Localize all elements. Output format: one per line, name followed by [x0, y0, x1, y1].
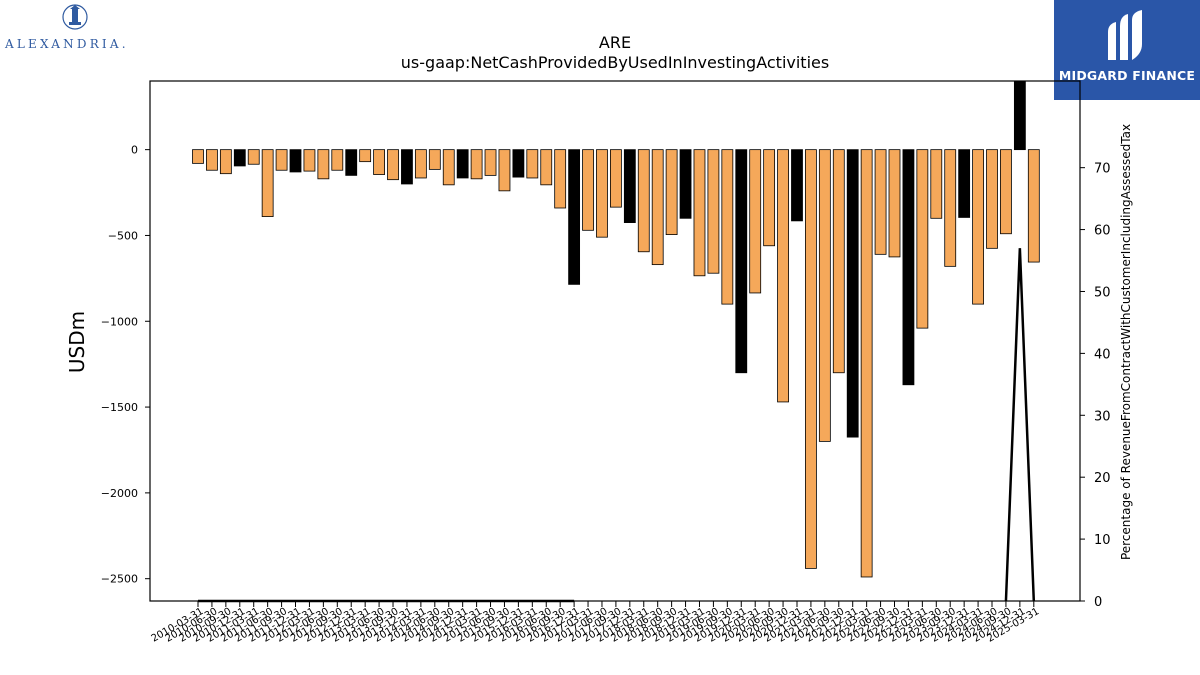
- bar-2015-06-30: [484, 149, 497, 176]
- bar-2021-06-30: [818, 149, 831, 442]
- bar-2013-12-31: [401, 149, 413, 185]
- bar-2012-09-30: [331, 149, 344, 171]
- bar-2025-03-31: [1027, 149, 1040, 263]
- alexandria-logo: ALEXANDRIA.: [0, 0, 150, 60]
- bar-2022-12-31: [902, 149, 915, 386]
- bar-2019-09-30: [721, 149, 734, 305]
- bar-series: [192, 80, 1040, 578]
- bar-2024-09-30: [1000, 149, 1012, 235]
- bar-2010-12-31: [233, 149, 246, 167]
- bar-2016-06-30: [540, 149, 553, 186]
- y2-tick-label: 70: [1094, 162, 1111, 177]
- bar-2011-12-31: [289, 149, 302, 173]
- bar-2014-03-31: [414, 149, 427, 179]
- y2-tick-label: 60: [1094, 224, 1111, 239]
- y-tick-label: −500: [108, 229, 138, 242]
- bar-2024-12-31: [1013, 80, 1026, 151]
- bar-2018-09-30: [665, 149, 678, 235]
- bar-2010-09-30: [219, 149, 232, 175]
- y2-tick-label: 10: [1094, 533, 1111, 548]
- bar-2014-06-30: [428, 149, 441, 170]
- bar-2016-12-31: [568, 149, 581, 285]
- bar-2020-06-30: [763, 149, 776, 247]
- bar-2024-03-31: [972, 149, 984, 305]
- bar-2012-03-31: [303, 149, 316, 172]
- bar-2023-06-30: [930, 149, 943, 219]
- bar-2023-12-31: [958, 149, 971, 218]
- y-tick-label: −1500: [101, 401, 138, 414]
- y2-tick-label: 30: [1094, 409, 1111, 424]
- bar-2023-09-30: [944, 149, 957, 267]
- chart-title: ARE: [599, 33, 631, 52]
- bar-2022-03-31: [860, 149, 873, 578]
- bar-2017-03-31: [582, 149, 594, 231]
- bar-2018-12-31: [679, 149, 692, 219]
- bar-2011-09-30: [275, 149, 288, 171]
- bar-2015-12-31: [512, 149, 525, 178]
- bar-2023-03-31: [916, 149, 929, 329]
- bar-2021-12-31: [846, 149, 859, 438]
- y2-tick-label: 20: [1094, 471, 1111, 486]
- axes: 0 −500 −1000 −1500 −2000 −2500 0 10 20 30 40 50 60 70…: [101, 80, 1111, 645]
- bar-2016-09-30: [554, 149, 567, 209]
- alexandria-wordmark: ALEXANDRIA.: [5, 37, 129, 51]
- plot-frame: [149, 80, 1081, 602]
- y2-tick-label: 0: [1094, 595, 1102, 610]
- bar-2011-03-31: [247, 149, 260, 165]
- bar-2013-06-30: [373, 149, 385, 175]
- bar-2017-12-31: [623, 149, 636, 223]
- bar-2013-09-30: [387, 149, 399, 181]
- bar-2015-09-30: [498, 149, 511, 192]
- bar-2020-03-31: [749, 149, 762, 294]
- bar-2022-09-30: [888, 149, 901, 258]
- midgard-mark-icon: [1108, 10, 1142, 60]
- bar-2017-09-30: [610, 149, 622, 208]
- bar-2014-09-30: [442, 149, 455, 186]
- bar-2010-03-31: [192, 149, 204, 164]
- bar-2014-12-31: [456, 149, 469, 179]
- y-tick-label: −2500: [101, 573, 138, 586]
- midgard-wordmark: MIDGARD FINANCE: [1058, 68, 1196, 83]
- y-tick-label: −1000: [101, 315, 138, 328]
- bar-2019-03-31: [693, 149, 706, 277]
- percentage-line-segment: [1004, 248, 1036, 602]
- bar-2019-12-31: [735, 149, 748, 374]
- chart-subtitle: us-gaap:NetCashProvidedByUsedInInvesting…: [401, 53, 829, 72]
- bar-2015-03-31: [470, 149, 483, 180]
- bar-2022-06-30: [874, 149, 887, 255]
- y2-tick-label: 40: [1094, 347, 1111, 362]
- bar-2016-03-31: [526, 149, 539, 179]
- bar-2020-12-31: [791, 149, 803, 222]
- y-tick-label: 0: [131, 144, 138, 157]
- y-axis-label: USDm: [65, 311, 89, 373]
- bar-2010-06-30: [206, 149, 218, 171]
- y-tick-label: −2000: [101, 487, 138, 500]
- lighthouse-icon: [62, 4, 88, 30]
- bar-2012-06-30: [317, 149, 330, 180]
- bar-2018-06-30: [651, 149, 664, 266]
- bar-2020-09-30: [777, 149, 789, 403]
- midgard-finance-logo: MIDGARD FINANCE: [1054, 0, 1200, 100]
- bar-2013-03-31: [359, 149, 372, 163]
- bar-2019-06-30: [707, 149, 720, 274]
- bar-2011-06-30: [261, 149, 274, 217]
- bar-2018-03-31: [637, 149, 650, 253]
- bar-2017-06-30: [596, 149, 608, 238]
- y2-tick-label: 50: [1094, 285, 1111, 300]
- y2-axis-label: Percentage of RevenueFromContractWithCus…: [1119, 124, 1133, 560]
- bar-2021-03-31: [805, 149, 817, 569]
- bar-2012-12-31: [345, 149, 358, 176]
- bar-2024-06-30: [986, 149, 998, 249]
- bar-2021-09-30: [832, 149, 845, 374]
